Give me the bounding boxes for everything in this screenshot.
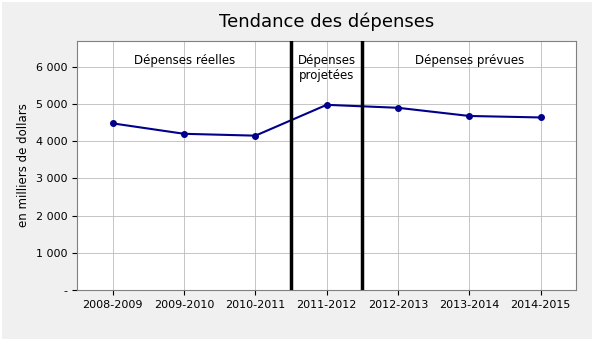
Title: Tendance des dépenses: Tendance des dépenses [219,13,434,31]
Text: Dépenses prévues: Dépenses prévues [415,54,524,67]
Text: Dépenses réelles: Dépenses réelles [134,54,235,67]
Text: Dépenses
projetées: Dépenses projetées [298,54,356,82]
Y-axis label: en milliers de dollars: en milliers de dollars [17,103,30,227]
